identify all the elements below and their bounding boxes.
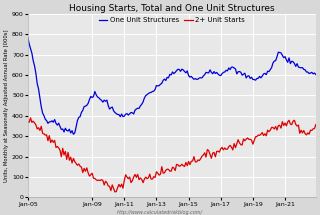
Y-axis label: Units, Monthly at Seasonally Adjusted Annual Rate [000s]: Units, Monthly at Seasonally Adjusted An… — [4, 29, 9, 182]
2+ Unit Starts — [26, 120, 30, 123]
Text: http://www.calculatedriskblog.com/: http://www.calculatedriskblog.com/ — [117, 210, 203, 215]
One Unit Structures — [100, 99, 103, 102]
One Unit Structures — [26, 36, 30, 39]
2+ Unit Starts — [272, 128, 276, 130]
2+ Unit Starts — [28, 117, 32, 119]
2+ Unit Starts — [250, 139, 253, 141]
Line: 2+ Unit Starts: 2+ Unit Starts — [28, 118, 316, 192]
One Unit Structures — [71, 133, 75, 135]
2+ Unit Starts — [192, 155, 196, 158]
2+ Unit Starts — [92, 177, 95, 180]
One Unit Structures — [271, 62, 275, 64]
2+ Unit Starts — [195, 161, 198, 163]
Line: One Unit Structures: One Unit Structures — [28, 37, 316, 134]
One Unit Structures — [191, 77, 195, 79]
2+ Unit Starts — [100, 178, 103, 181]
One Unit Structures — [193, 77, 197, 80]
Title: Housing Starts, Total and One Unit Structures: Housing Starts, Total and One Unit Struc… — [69, 4, 275, 13]
2+ Unit Starts — [113, 191, 117, 193]
2+ Unit Starts — [314, 123, 318, 126]
One Unit Structures — [314, 73, 318, 76]
One Unit Structures — [92, 95, 95, 98]
One Unit Structures — [248, 77, 252, 80]
Legend: One Unit Structures, 2+ Unit Starts: One Unit Structures, 2+ Unit Starts — [99, 17, 244, 23]
